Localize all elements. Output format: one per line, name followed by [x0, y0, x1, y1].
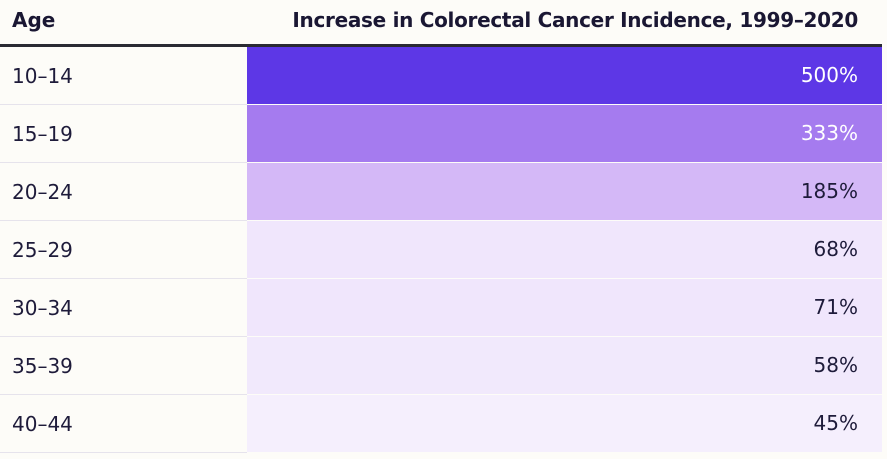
- table-row: 40–44 45%: [0, 395, 882, 453]
- row-divider: [0, 278, 247, 279]
- increase-value: 45%: [813, 411, 858, 435]
- table-row: 35–39 58%: [0, 337, 882, 395]
- increase-value: 185%: [800, 179, 858, 203]
- heat-cell: 45%: [247, 395, 882, 452]
- increase-value: 68%: [813, 237, 858, 261]
- heat-cell: 71%: [247, 279, 882, 336]
- table-row: 15–19 333%: [0, 105, 882, 163]
- table-row: 25–29 68%: [0, 221, 882, 279]
- increase-column-header: Increase in Colorectal Cancer Incidence,…: [292, 8, 858, 32]
- heat-cell: 58%: [247, 337, 882, 394]
- increase-value: 333%: [800, 121, 858, 145]
- row-divider: [0, 104, 247, 105]
- age-cell: 10–14: [12, 64, 73, 88]
- increase-value: 58%: [813, 353, 858, 377]
- table-header: Age Increase in Colorectal Cancer Incide…: [0, 0, 882, 47]
- heat-cell: 500%: [247, 47, 882, 104]
- increase-value: 71%: [813, 295, 858, 319]
- row-divider: [0, 220, 247, 221]
- table-row: 30–34 71%: [0, 279, 882, 337]
- table-row: 10–14 500%: [0, 47, 882, 105]
- age-cell: 40–44: [12, 412, 73, 436]
- age-cell: 35–39: [12, 354, 73, 378]
- row-divider: [0, 162, 247, 163]
- row-divider: [0, 394, 247, 395]
- row-divider: [0, 452, 247, 453]
- age-cell: 20–24: [12, 180, 73, 204]
- heat-cell: 333%: [247, 105, 882, 162]
- table-row: 20–24 185%: [0, 163, 882, 221]
- heat-cell: 68%: [247, 221, 882, 278]
- heat-cell: 185%: [247, 163, 882, 220]
- increase-value: 500%: [800, 63, 858, 87]
- age-cell: 30–34: [12, 296, 73, 320]
- age-cell: 25–29: [12, 238, 73, 262]
- age-column-header: Age: [12, 8, 56, 32]
- age-cell: 15–19: [12, 122, 73, 146]
- row-divider: [0, 336, 247, 337]
